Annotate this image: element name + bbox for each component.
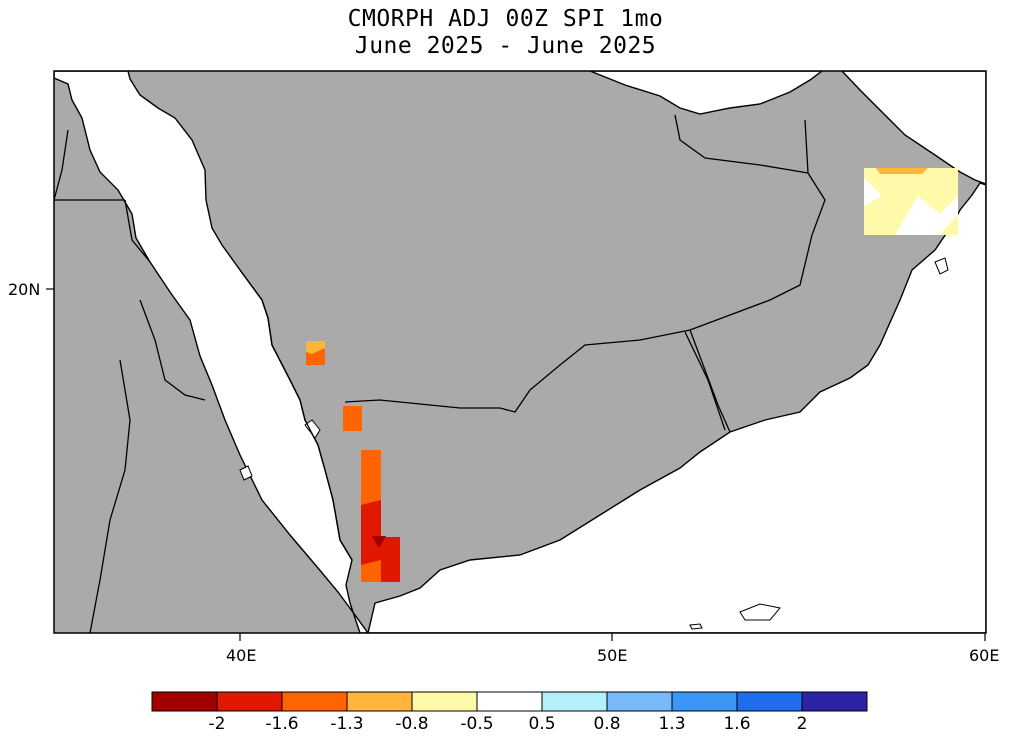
colorbar-label: -2 — [209, 714, 226, 734]
colorbar-swatch — [606, 691, 673, 712]
spi-cell — [895, 196, 958, 235]
colorbar-swatch — [151, 691, 218, 712]
red-sea — [54, 71, 369, 633]
colorbar-swatch — [671, 691, 738, 712]
colorbar-label: 1.3 — [658, 714, 685, 734]
colorbar-swatch — [346, 691, 413, 712]
map-frame — [53, 70, 987, 634]
gulf-waters — [589, 71, 986, 185]
colorbar-swatch — [736, 691, 803, 712]
colorbar-label: 0.5 — [528, 714, 555, 734]
colorbar-swatch — [216, 691, 283, 712]
arabian-sea — [367, 182, 986, 633]
spi-cell — [361, 500, 381, 518]
lon-label-60e: 60E — [969, 646, 999, 665]
spi-cell — [876, 168, 928, 174]
spi-cells — [306, 168, 958, 582]
coastline — [239, 269, 353, 561]
colorbar-label: -0.8 — [395, 714, 428, 734]
lon-label-50e: 50E — [597, 646, 627, 665]
colorbar-label: 2 — [797, 714, 808, 734]
axis-ticks — [46, 288, 986, 641]
spi-cell — [343, 406, 362, 431]
colorbar-swatch — [476, 691, 543, 712]
spi-cell — [864, 178, 882, 206]
spi-cell — [381, 537, 400, 582]
colorbar — [151, 691, 868, 712]
spi-cell — [361, 450, 381, 518]
colorbar-swatch — [281, 691, 348, 712]
colorbar-swatch — [541, 691, 608, 712]
map-title-line2: June 2025 - June 2025 — [354, 33, 657, 59]
colorbar-swatch — [411, 691, 478, 712]
colorbar-label: -0.5 — [460, 714, 493, 734]
lat-label-20n: 20N — [8, 280, 40, 299]
lon-label-40e: 40E — [226, 646, 256, 665]
colorbar-label: 1.6 — [723, 714, 750, 734]
country-borders — [54, 114, 826, 633]
islands — [239, 257, 949, 630]
colorbar-label: -1.6 — [265, 714, 298, 734]
colorbar-swatch — [801, 691, 868, 712]
map-title-line1: CMORPH ADJ 00Z SPI 1mo — [347, 6, 664, 32]
colorbar-labels: -2 -1.6 -1.3 -0.8 -0.5 0.5 0.8 1.3 1.6 2 — [209, 714, 808, 734]
colorbar-label: 0.8 — [593, 714, 620, 734]
spi-cell — [306, 341, 325, 354]
spi-cell — [372, 536, 386, 548]
spi-cell — [361, 560, 381, 582]
colorbar-label: -1.3 — [330, 714, 363, 734]
